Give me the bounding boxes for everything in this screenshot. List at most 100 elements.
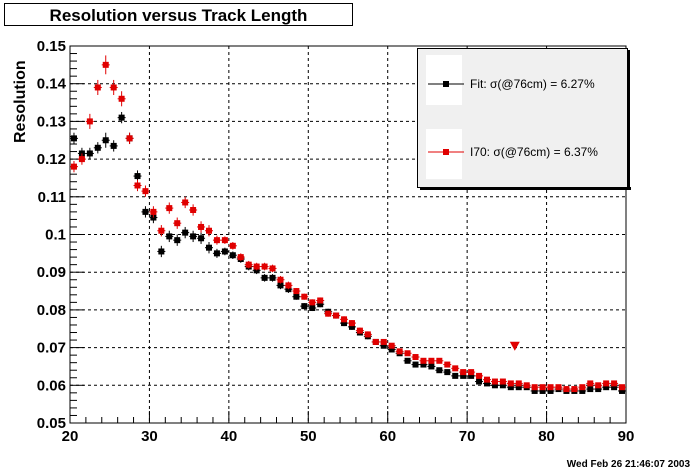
data-point: [364, 331, 371, 338]
data-point: [523, 382, 530, 389]
data-point: [317, 297, 324, 304]
x-tick-label: 20: [62, 428, 79, 445]
data-point: [619, 387, 626, 394]
data-point: [420, 361, 427, 368]
data-point: [619, 384, 626, 391]
data-point: [229, 242, 236, 249]
data-point: [277, 276, 284, 283]
data-point: [587, 386, 594, 393]
data-point: [182, 199, 189, 206]
data-point: [293, 293, 300, 300]
data-series: [69, 55, 627, 394]
data-point: [380, 342, 387, 349]
y-tick-label: 0.09: [37, 264, 66, 281]
data-point: [460, 369, 467, 376]
data-point: [150, 208, 157, 215]
data-point: [301, 293, 308, 300]
data-point: [166, 205, 173, 212]
data-point: [285, 282, 292, 289]
data-point: [174, 237, 181, 244]
data-point: [388, 346, 395, 353]
data-point: [213, 237, 220, 244]
data-point: [396, 348, 403, 355]
data-point: [348, 320, 355, 327]
data-point: [70, 163, 77, 170]
data-point: [420, 357, 427, 364]
legend: Fit: σ(@76cm) = 6.27% I70: σ(@76cm) = 6.…: [417, 48, 631, 190]
data-point: [166, 233, 173, 240]
chart-title: Resolution versus Track Length: [4, 3, 353, 26]
data-point: [198, 235, 205, 242]
data-point: [333, 312, 340, 319]
data-point: [547, 384, 554, 391]
data-point: [102, 137, 109, 144]
data-point: [515, 384, 522, 391]
y-tick-label: 0.05: [37, 415, 66, 432]
legend-entry-i70: I70: σ(@76cm) = 6.37%: [426, 129, 626, 179]
x-tick-label: 40: [221, 428, 238, 445]
data-point: [428, 357, 435, 364]
data-point: [539, 387, 546, 394]
data-point: [158, 248, 165, 255]
data-point: [102, 61, 109, 68]
data-point: [491, 382, 498, 389]
data-point: [221, 248, 228, 255]
data-point: [325, 310, 332, 317]
x-tick-label: 30: [141, 428, 158, 445]
legend-entry-fit: Fit: σ(@76cm) = 6.27%: [426, 55, 626, 105]
data-point: [182, 229, 189, 236]
data-point: [142, 208, 149, 215]
data-point: [126, 135, 133, 142]
data-point: [261, 263, 268, 270]
data-point: [118, 114, 125, 121]
data-point: [341, 320, 348, 327]
data-point: [460, 372, 467, 379]
data-point: [86, 118, 93, 125]
data-point: [142, 188, 149, 195]
y-tick-label: 0.12: [37, 151, 66, 168]
data-point: [499, 378, 506, 385]
data-point: [229, 252, 236, 259]
data-point: [301, 303, 308, 310]
data-point: [428, 363, 435, 370]
data-point: [436, 367, 443, 374]
data-point: [412, 354, 419, 361]
data-point: [206, 227, 212, 234]
data-point: [404, 357, 411, 364]
legend-label-fit: Fit: σ(@76cm) = 6.27%: [470, 77, 595, 91]
data-point: [261, 274, 268, 281]
data-point: [491, 378, 498, 385]
data-point: [317, 301, 324, 308]
data-point: [134, 173, 141, 180]
data-point: [579, 387, 586, 394]
timestamp: Wed Feb 26 21:46:07 2003: [566, 459, 690, 470]
data-point: [579, 384, 586, 391]
data-point: [190, 206, 197, 213]
data-point: [444, 369, 451, 376]
data-point: [253, 263, 260, 270]
data-point: [603, 384, 610, 391]
data-point: [206, 244, 212, 251]
data-point: [269, 265, 276, 272]
data-point: [110, 84, 117, 91]
data-point: [94, 144, 101, 151]
legend-marker-fit-icon: [428, 81, 464, 87]
data-point: [531, 384, 538, 391]
data-point: [134, 182, 141, 189]
data-point: [611, 384, 618, 391]
y-tick-label: 0.06: [37, 377, 66, 394]
data-point: [452, 365, 459, 372]
data-point: [531, 387, 538, 394]
x-tick-label: 50: [300, 428, 317, 445]
data-point: [468, 369, 475, 376]
x-tick-label: 80: [538, 428, 555, 445]
data-point: [158, 227, 165, 234]
data-point: [595, 386, 602, 393]
data-point: [269, 274, 276, 281]
data-point: [547, 387, 554, 394]
data-point: [499, 382, 506, 389]
data-point: [94, 84, 101, 91]
data-point: [603, 380, 610, 387]
data-point: [507, 380, 514, 387]
data-point: [484, 376, 490, 383]
